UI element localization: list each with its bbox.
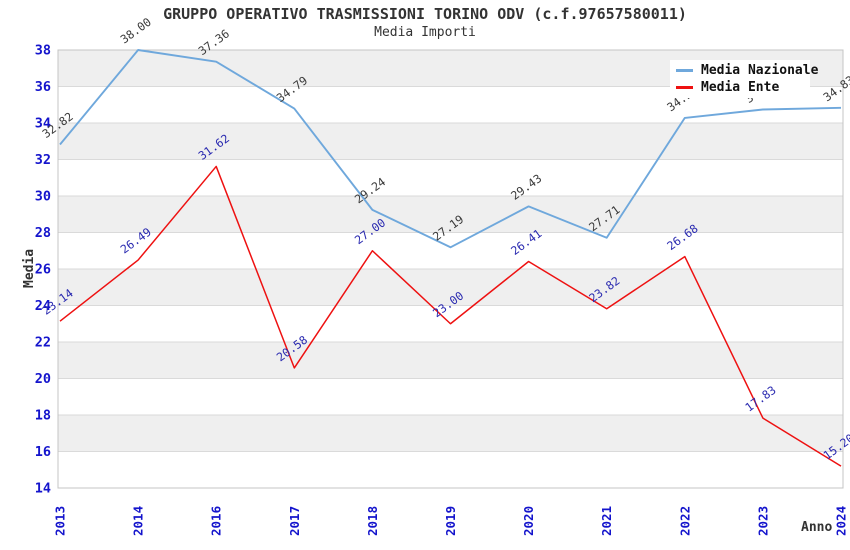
y-tick-label: 38: [35, 43, 51, 59]
chart-subtitle: Media Importi: [374, 25, 476, 40]
plot-band: [58, 196, 843, 233]
x-tick-label: 2019: [443, 506, 458, 536]
y-tick-label: 16: [35, 444, 51, 460]
y-tick-label: 22: [35, 335, 51, 351]
x-tick-label: 2018: [365, 506, 380, 536]
x-axis-title: Anno: [801, 520, 832, 535]
y-tick-label: 36: [35, 79, 51, 95]
legend: Media Nazionale Media Ente: [670, 60, 818, 98]
series-line-media-ente: [59, 165, 842, 467]
y-tick-label: 18: [35, 408, 51, 424]
legend-label: Media Nazionale: [701, 63, 819, 78]
legend-item-media-nazionale: Media Nazionale: [676, 63, 818, 78]
y-tick-label: 14: [35, 481, 51, 497]
plot-band: [58, 269, 843, 306]
plot-border: [57, 49, 844, 489]
series-line-media-nazionale: [59, 49, 842, 249]
x-tick-label: 2014: [131, 506, 146, 536]
chart-title: GRUPPO OPERATIVO TRASMISSIONI TORINO ODV…: [163, 5, 687, 23]
legend-item-media-ente: Media Ente: [676, 80, 810, 95]
x-tick-label: 2021: [599, 506, 614, 536]
y-tick-label: 24: [35, 298, 51, 314]
data-label: 38.00: [118, 15, 154, 47]
x-tick-label: 2022: [677, 506, 692, 536]
y-tick-label: 20: [35, 371, 51, 387]
x-tick-label: 2023: [755, 506, 770, 536]
plot-band: [58, 415, 843, 452]
legend-label: Media Ente: [701, 80, 780, 95]
y-axis-title: Media: [22, 249, 37, 288]
media-nazionale-line-icon: [676, 69, 693, 72]
y-tick-label: 26: [35, 262, 51, 278]
y-tick-label: 32: [35, 152, 51, 168]
y-tick-label: 28: [35, 225, 51, 241]
plot-band: [58, 342, 843, 379]
x-tick-label: 2020: [521, 506, 536, 536]
x-tick-label: 2016: [209, 506, 224, 536]
y-tick-label: 30: [35, 189, 51, 205]
x-tick-label: 2017: [287, 506, 302, 536]
x-tick-label: 2013: [53, 506, 68, 536]
y-tick-label: 34: [35, 116, 51, 132]
media-ente-line-icon: [676, 86, 693, 89]
plot-band: [58, 123, 843, 160]
x-tick-label: 2024: [834, 506, 849, 536]
